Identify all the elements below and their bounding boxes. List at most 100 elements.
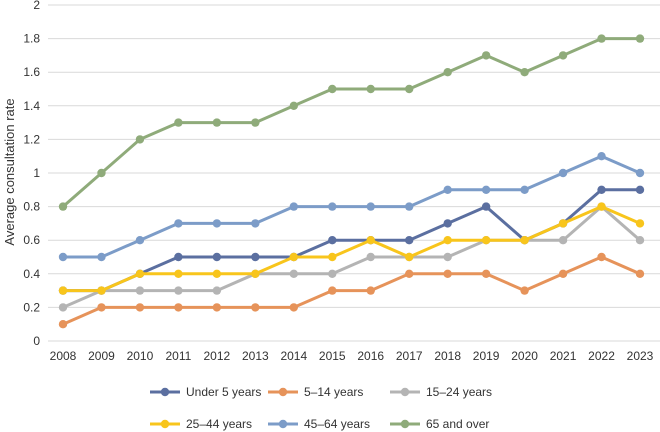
data-point	[212, 219, 222, 228]
data-point	[58, 303, 68, 312]
data-point	[289, 101, 298, 111]
data-point	[520, 68, 529, 77]
legend-label: 65 and over	[426, 417, 489, 431]
data-point	[635, 168, 645, 178]
data-point	[405, 202, 414, 211]
data-point	[597, 185, 606, 194]
data-point	[443, 185, 452, 194]
data-point	[597, 34, 606, 43]
data-point	[174, 118, 183, 127]
data-point	[558, 168, 568, 178]
legend-item: 65 and over	[390, 417, 489, 431]
data-point	[481, 269, 491, 278]
data-point	[481, 236, 491, 245]
data-point	[58, 320, 68, 329]
data-point	[97, 286, 106, 295]
data-point	[558, 219, 568, 228]
data-point	[212, 303, 222, 312]
x-tick-label: 2010	[127, 349, 154, 363]
legend-swatch-marker	[160, 387, 170, 397]
legend-swatch-marker	[278, 387, 288, 397]
data-point	[212, 252, 222, 262]
data-point	[366, 84, 375, 94]
y-tick-label: 1	[33, 166, 40, 180]
legend-swatch-marker	[160, 419, 170, 429]
data-point	[635, 34, 645, 43]
x-tick-label: 2012	[204, 349, 231, 363]
x-tick-label: 2013	[242, 349, 269, 363]
data-point	[597, 252, 606, 262]
legend-label: Under 5 years	[186, 385, 261, 399]
series-line	[61, 154, 642, 259]
data-point	[251, 118, 260, 127]
data-point	[289, 269, 298, 278]
data-point	[405, 84, 414, 94]
data-point	[366, 252, 375, 262]
data-point	[174, 252, 183, 262]
y-axis-title: Average consultation rate	[2, 98, 17, 245]
series-line	[61, 255, 642, 326]
data-point	[405, 252, 414, 262]
data-point	[328, 252, 337, 262]
x-tick-label: 2023	[627, 349, 654, 363]
legend-label: 15–24 years	[426, 385, 492, 399]
data-point	[481, 185, 491, 194]
y-tick-label: 2	[33, 0, 40, 12]
data-point	[366, 286, 375, 295]
data-point	[97, 168, 106, 178]
data-point	[58, 252, 68, 262]
data-point	[212, 286, 222, 295]
data-point	[174, 219, 183, 228]
series-3	[58, 202, 645, 295]
data-point	[328, 236, 337, 245]
y-axis-ticks: 0 0.2 0.4 0.6 0.8 1 1.2 1.4 1.6 1.8 2	[23, 0, 40, 348]
x-tick-label: 2017	[396, 349, 423, 363]
x-tick-label: 2009	[88, 349, 115, 363]
data-point	[289, 202, 298, 211]
data-point	[635, 236, 645, 245]
data-point	[520, 286, 529, 295]
data-point	[251, 303, 260, 312]
data-point	[443, 68, 452, 77]
y-tick-label: 1.6	[23, 65, 40, 79]
data-point	[135, 236, 145, 245]
data-point	[558, 269, 568, 278]
x-tick-label: 2018	[434, 349, 461, 363]
data-point	[135, 269, 145, 278]
y-tick-label: 0	[33, 334, 40, 348]
legend-item: Under 5 years	[150, 385, 261, 399]
data-point	[135, 286, 145, 295]
y-tick-label: 1.2	[23, 132, 40, 146]
data-point	[58, 286, 68, 295]
data-point	[174, 286, 183, 295]
series-5	[58, 34, 645, 211]
data-point	[405, 269, 414, 278]
data-point	[443, 236, 452, 245]
data-point	[328, 269, 337, 278]
series-line	[61, 37, 642, 209]
data-point	[558, 51, 568, 60]
series-lines	[58, 34, 645, 329]
data-point	[174, 303, 183, 312]
data-point	[635, 185, 645, 194]
data-point	[212, 118, 222, 127]
legend-item: 45–64 years	[268, 417, 370, 431]
legend-swatch-marker	[278, 419, 288, 429]
data-point	[251, 219, 260, 228]
data-point	[97, 252, 106, 262]
series-4	[58, 152, 645, 262]
data-point	[97, 303, 106, 312]
x-tick-label: 2022	[588, 349, 615, 363]
legend-item: 25–44 years	[150, 417, 252, 431]
legend: Under 5 years 5–14 years 15–24 years 25–44 …	[150, 385, 492, 431]
x-tick-label: 2008	[50, 349, 77, 363]
data-point	[597, 202, 606, 211]
data-point	[443, 269, 452, 278]
data-point	[520, 236, 529, 245]
y-tick-label: 0.6	[23, 233, 40, 247]
data-point	[135, 135, 145, 144]
x-tick-label: 2021	[550, 349, 577, 363]
data-point	[328, 286, 337, 295]
data-point	[366, 236, 375, 245]
series-1	[58, 252, 645, 329]
